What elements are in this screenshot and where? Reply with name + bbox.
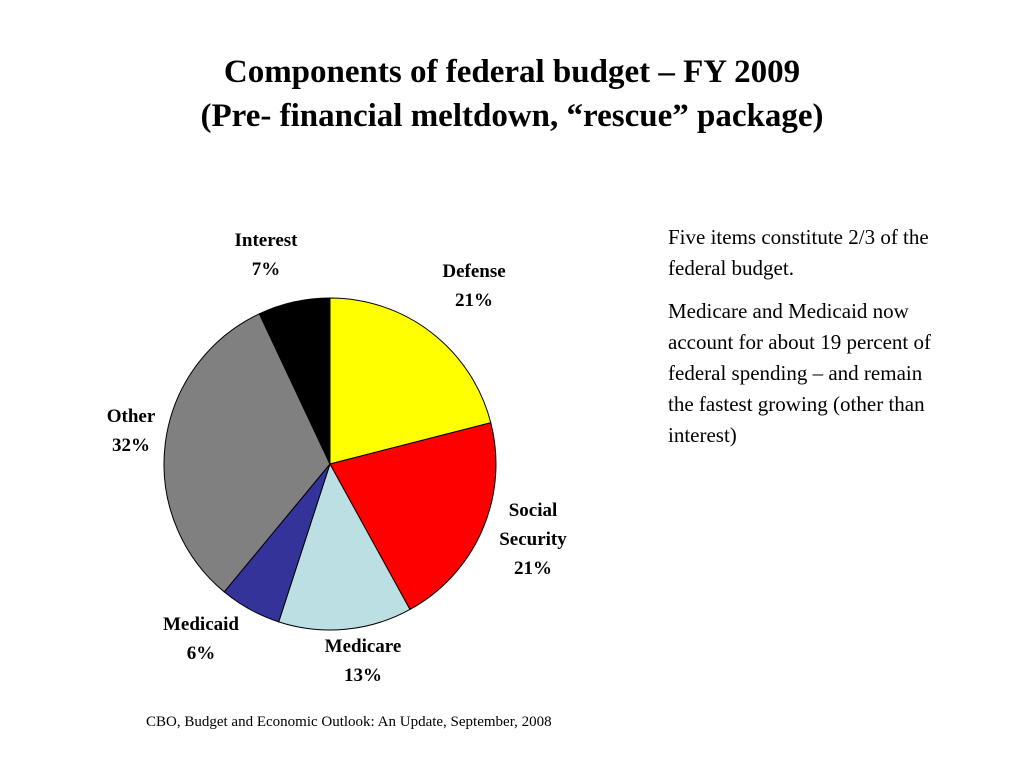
pie-slice-social — [329, 422, 497, 611]
pie-slice-other — [163, 313, 331, 593]
pie-slice-interest — [258, 297, 331, 465]
chart-title: Components of federal budget – FY 2009 (… — [0, 50, 1024, 138]
pie-label-medicaid: Medicaid 6% — [163, 614, 239, 664]
commentary: Five items constitute 2/3 of the federal… — [668, 222, 948, 463]
pie-label-social: Social Security 21% — [499, 500, 567, 579]
chart-title-line1: Components of federal budget – FY 2009 — [223, 54, 801, 90]
pie-label-other: Other 32% — [107, 406, 156, 456]
pie-label-medicare: Medicare 13% — [325, 636, 402, 686]
pie-slice-defense — [329, 297, 492, 465]
pie-label-defense: Defense 21% — [442, 261, 505, 311]
commentary-paragraph-2: Medicare and Medicaid now account for ab… — [668, 299, 931, 447]
pie-chart: Defense 21% Social Security 21% Medicare 13% Me… — [107, 230, 568, 686]
pie-label-interest: Interest 7% — [235, 230, 299, 280]
pie-slice-medicare — [278, 462, 411, 631]
commentary-paragraph-1: Five items constitute 2/3 of the federal… — [668, 225, 929, 280]
chart-title-line2: (Pre- financial meltdown, “rescue” packa… — [200, 98, 824, 134]
source-note: CBO, Budget and Economic Outlook: An Upd… — [146, 714, 552, 730]
